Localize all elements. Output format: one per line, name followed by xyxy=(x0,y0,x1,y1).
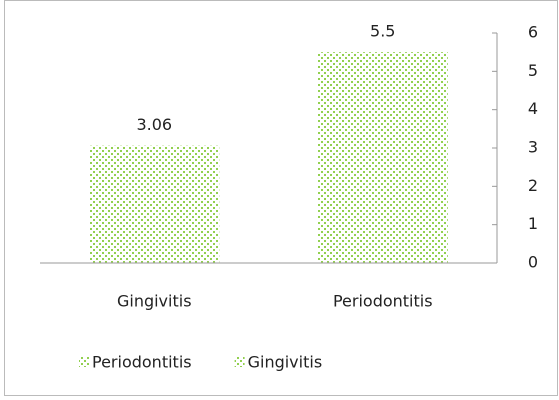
bar xyxy=(317,52,448,263)
y-tick-label: 0 xyxy=(528,253,538,272)
legend-marker xyxy=(234,357,245,367)
y-tick-label: 2 xyxy=(528,176,538,195)
y-tick-label: 3 xyxy=(528,138,538,157)
y-tick-label: 6 xyxy=(528,23,538,42)
legend-marker xyxy=(79,357,89,367)
y-tick-label: 4 xyxy=(528,99,538,118)
bar xyxy=(89,145,220,263)
y-tick-label: 5 xyxy=(528,61,538,80)
x-tick-label: Gingivitis xyxy=(117,292,192,311)
legend-label: Periodontitis xyxy=(92,353,192,372)
chart-border xyxy=(4,0,558,396)
y-tick-label: 1 xyxy=(528,214,538,233)
data-label: 5.5 xyxy=(370,22,395,41)
data-label: 3.06 xyxy=(136,115,172,134)
legend-label: Gingivitis xyxy=(248,353,323,372)
x-tick-label: Periodontitis xyxy=(333,292,433,311)
